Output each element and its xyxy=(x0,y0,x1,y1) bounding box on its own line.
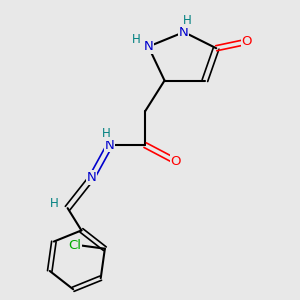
Text: N: N xyxy=(179,26,189,39)
Text: H: H xyxy=(50,197,58,210)
Text: H: H xyxy=(132,33,140,46)
Text: N: N xyxy=(87,171,97,184)
Text: H: H xyxy=(183,14,191,27)
Text: H: H xyxy=(102,127,111,140)
Text: N: N xyxy=(105,139,115,152)
Text: Cl: Cl xyxy=(69,239,82,252)
Text: O: O xyxy=(242,35,252,48)
Text: N: N xyxy=(143,40,153,53)
Text: O: O xyxy=(171,155,181,168)
